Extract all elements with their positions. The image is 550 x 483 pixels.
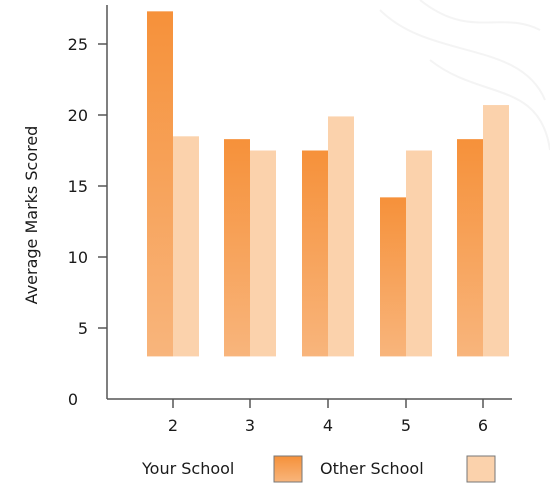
x-tick-label: 5 [401, 416, 411, 435]
bar-other-school-3 [250, 150, 276, 357]
bars-group [147, 11, 509, 357]
x-tick-label: 4 [323, 416, 333, 435]
bar-other-school-6 [483, 105, 509, 357]
y-tick-label: 25 [68, 35, 88, 54]
y-tick-label: 15 [68, 177, 88, 196]
x-tick-label: 3 [245, 416, 255, 435]
y-ticks: 0 5 10 15 20 25 [68, 35, 107, 409]
y-tick-label: 10 [68, 248, 88, 267]
legend-swatch-other-school [466, 455, 496, 483]
bar-your-school-5 [380, 197, 406, 357]
y-tick-label: 5 [78, 319, 88, 338]
x-tick-label: 2 [168, 416, 178, 435]
bar-other-school-2 [173, 136, 199, 357]
bar-other-school-5 [406, 150, 432, 357]
bar-other-school-4 [328, 116, 354, 357]
bar-your-school-6 [457, 139, 483, 357]
x-ticks: 2 3 4 5 6 [168, 399, 488, 435]
x-tick-label: 6 [478, 416, 488, 435]
y-axis-label: Average Marks Scored [22, 126, 41, 305]
bar-your-school-3 [224, 139, 250, 357]
background-decoration [379, 0, 550, 151]
y-tick-label: 20 [68, 106, 88, 125]
y-tick-label: 0 [68, 390, 78, 409]
bar-your-school-2 [147, 11, 173, 357]
legend-label-other-school: Other School [320, 459, 424, 478]
bar-your-school-4 [302, 150, 328, 357]
legend-swatch-your-school [273, 455, 303, 483]
legend: Your School Other School [141, 455, 496, 483]
legend-label-your-school: Your School [141, 459, 234, 478]
